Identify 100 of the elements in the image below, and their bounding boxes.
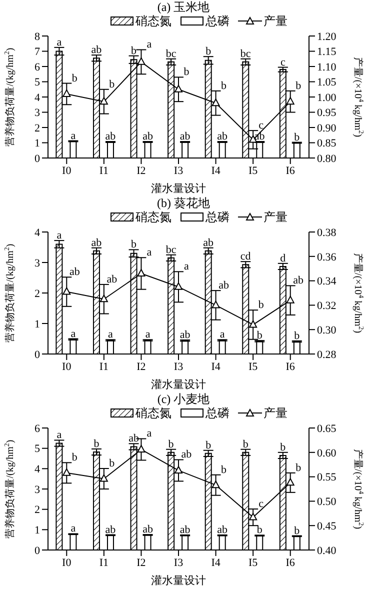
point: [286, 97, 294, 105]
y2-tick-label: 0.65: [317, 422, 337, 435]
point: [100, 97, 108, 105]
x-axis-title: 灌水量设计: [151, 378, 206, 391]
data-label: ab: [91, 44, 102, 56]
point: [212, 98, 220, 106]
x-tick-label: I6: [286, 556, 296, 569]
y2-tick-label: 0.30: [317, 324, 337, 337]
y2-tick-label: 0.85: [317, 138, 337, 150]
data-label: b: [258, 299, 264, 312]
point: [174, 84, 182, 92]
data-label: b: [294, 131, 300, 144]
y2-tick-label: 0.80: [317, 152, 337, 165]
data-label: b: [206, 46, 212, 58]
data-label: b: [109, 78, 116, 90]
data-label: b: [131, 44, 138, 57]
data-label: b: [221, 80, 228, 92]
x-tick-label: I5: [248, 360, 258, 373]
y-tick-label: 4: [34, 464, 40, 476]
data-label: c: [280, 56, 286, 68]
y-tick-label: 4: [34, 226, 40, 239]
data-label: c: [258, 120, 264, 132]
data-label: a: [146, 428, 152, 440]
y2-tick-label: 0.32: [317, 300, 336, 312]
data-label: b: [242, 438, 249, 450]
y2-tick-label: 0.55: [317, 472, 337, 484]
data-label: a: [70, 130, 76, 142]
data-label: a: [56, 36, 62, 48]
chart-title: (c) 小麦地: [156, 392, 211, 406]
data-label: b: [294, 524, 300, 537]
y-tick-label: 0: [34, 348, 40, 361]
y-tick-label: 5: [34, 443, 40, 456]
data-label: a: [108, 328, 114, 341]
x-tick-label: I1: [99, 556, 109, 569]
y-tick-label: 5: [34, 76, 40, 89]
y-tick-label: 7: [34, 46, 40, 58]
data-label: b: [294, 330, 300, 342]
point: [174, 282, 182, 290]
data-label: ab: [293, 274, 304, 287]
y2-tick-label: 1.00: [317, 92, 337, 104]
y2-tick-label: 0.90: [317, 122, 337, 134]
y2-tick-label: 1.15: [317, 46, 337, 58]
data-label: b: [168, 438, 174, 450]
x-axis-title: 灌水量设计: [151, 182, 206, 195]
point: [137, 57, 146, 65]
y2-tick-label: 0.40: [317, 544, 337, 557]
x-axis-title: 灌水量设计: [151, 574, 206, 587]
data-label: ab: [69, 266, 80, 278]
x-tick-label: I3: [174, 164, 184, 177]
legend-label: 总磷: [206, 406, 230, 420]
data-label: a: [56, 230, 62, 242]
data-label: cd: [240, 250, 252, 263]
data-label: a: [70, 328, 76, 340]
y2-tick-label: 1.20: [317, 30, 337, 43]
x-tick-label: I3: [174, 360, 184, 373]
y-tick-label: 0: [34, 152, 40, 165]
data-label: ab: [142, 524, 154, 536]
data-label: d: [280, 252, 286, 264]
legend-label: 产量: [264, 14, 288, 28]
y2-tick-label: 0.95: [317, 107, 337, 120]
y-tick-label: 0: [34, 544, 40, 557]
data-label: ab: [203, 236, 214, 249]
y-tick-label: 1: [34, 524, 40, 537]
y-tick-label: 6: [34, 61, 40, 74]
y-tick-label: 4: [34, 92, 40, 104]
data-label: ab: [105, 130, 116, 143]
data-label: b: [94, 438, 100, 450]
data-label: ab: [180, 524, 191, 536]
data-label: ab: [217, 130, 228, 143]
y-tick-label: 3: [34, 107, 40, 120]
y2-tick-label: 0.36: [317, 251, 337, 264]
y-tick-label: 3: [34, 257, 40, 270]
point: [249, 512, 258, 520]
data-label: ab: [105, 524, 116, 536]
data-label: ab: [180, 328, 191, 341]
data-label: a: [184, 260, 190, 273]
x-tick-label: I4: [211, 164, 221, 177]
point: [62, 287, 71, 295]
data-label: b: [109, 458, 116, 470]
x-tick-label: I2: [136, 164, 146, 177]
legend-label: 硝态氮: [136, 14, 172, 28]
point: [62, 89, 71, 97]
data-label: ab: [218, 280, 230, 292]
y2-tick-label: 0.50: [317, 496, 337, 508]
y2-tick-label: 1.10: [317, 61, 337, 74]
y2-tick-label: 0.60: [317, 447, 337, 460]
data-label: ab: [217, 524, 228, 536]
chart-title: (b) 葵花地: [156, 196, 211, 210]
data-label: ab: [181, 448, 192, 461]
legend-label: 总磷: [206, 14, 230, 28]
x-tick-label: I5: [248, 556, 258, 569]
y-tick-label: 1: [34, 138, 40, 150]
y2-tick-label: 0.38: [317, 226, 337, 239]
data-label: b: [221, 464, 228, 476]
data-label: b: [256, 524, 263, 536]
data-label: a: [146, 38, 152, 51]
y-tick-label: 8: [34, 30, 40, 43]
point: [286, 296, 294, 304]
data-label: a: [70, 522, 76, 535]
point: [62, 468, 71, 476]
